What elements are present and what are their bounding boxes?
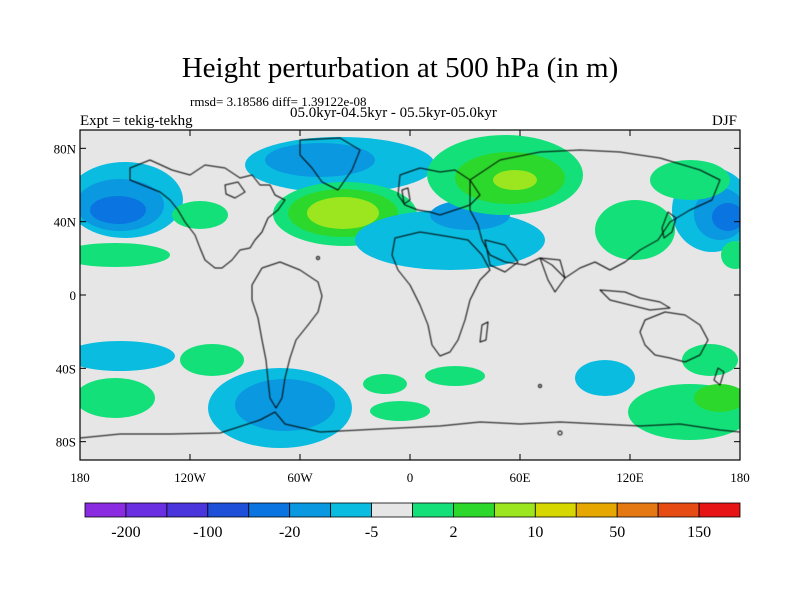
lon-tick-label: 180 [730,470,750,485]
coast-india [539,257,566,293]
coast-antarctica [80,411,740,439]
lon-tick-label: 0 [407,470,414,485]
colorbar-label: 150 [687,524,711,541]
lat-tick-label: 80N [54,141,77,156]
lat-tick-label: 0 [70,288,77,303]
lon-tick-label: 180 [70,470,90,485]
contour-region-npac-west [80,162,183,238]
lon-tick-label: 120E [616,470,644,485]
contour-region-date-line [721,241,740,269]
colorbar-label: 10 [527,524,543,541]
colorbar-swatch [616,502,659,518]
lon-tick-label: 120W [174,470,207,485]
coastlines [80,137,740,439]
coast-uk [401,187,411,205]
colorbar-swatch [248,502,291,518]
colorbar-swatch [698,502,741,518]
contour-region-s-africa [425,366,485,386]
colorbar-swatch [657,502,700,518]
coast-hudson-bay [224,181,246,199]
lat-tick-label: 80S [56,435,76,450]
contour-fill-layer [80,135,740,448]
plot-subtitle: 05.0kyr-04.5kyr - 05.5kyr-05.0kyr [290,105,497,121]
colorbar-swatch [493,502,536,518]
lat-tick-label: 40S [56,361,76,376]
lon-tick-label: 60E [510,470,531,485]
rmsd-stats: rmsd= 3.18586 diff= 1.39122e-08 [190,94,367,109]
colorbar-swatch [330,502,372,518]
contour-region-s-atlantic [363,374,407,394]
colorbar-swatch [84,502,127,518]
colorbar-label: -200 [111,524,140,541]
island-bahamas [316,256,320,260]
contour-region-arctic [245,137,435,193]
colorbar-swatch [207,502,250,518]
colorbar-label: -5 [365,524,378,541]
contour-region-s-ocean [370,401,430,421]
colorbar-swatch [125,502,168,518]
colorbar-swatch [289,502,332,518]
coast-japan [661,211,677,239]
contour-region-south-pacific [208,368,352,448]
season-label: DJF [712,113,738,129]
coast-madagascar [479,321,489,343]
contour-region-s-indian [575,360,635,396]
island-crozet [538,384,542,388]
longitude-axis: 180 120W 60W 0 60E 120E 180 [70,130,750,485]
contour-region-siberia-positive [427,135,583,215]
coast-australia [639,311,709,363]
contour-region-se-indian [628,384,740,440]
colorbar-label: -20 [279,524,300,541]
contour-region-sw-pacific [80,341,175,371]
coast-europe [397,167,481,216]
colorbar: -200 -100 -20 -5 2 10 50 150 [84,502,741,541]
colorbar-swatch [371,502,413,518]
contour-region-east-asia [595,160,730,260]
coast-indonesia [599,289,671,311]
coast-asia [469,149,721,279]
colorbar-swatch [412,502,454,518]
coast-africa [391,231,491,357]
contour-region-se-pacific [180,344,244,376]
island-kerguelen [557,430,563,436]
colorbar-swatch [534,502,577,518]
contour-region-subtrop-pac [80,243,170,267]
plot-title: Height perturbation at 500 hPa (in m) [181,52,619,84]
contour-region-nz-green [682,344,738,376]
colorbar-swatch [166,502,209,518]
colorbar-label: 50 [609,524,625,541]
experiment-label: Expt = tekig-tekhg [80,113,193,129]
coast-arabia [484,239,519,273]
lon-tick-label: 60W [287,470,313,485]
coast-greenland [299,137,361,191]
contour-region-npac-green [172,201,228,229]
lat-tick-label: 40N [54,215,77,230]
coast-north-america [129,159,286,269]
colorbar-label: -100 [193,524,222,541]
latitude-axis: 80N 40N 0 40S 80S [54,141,740,450]
colorbar-swatch [453,502,495,518]
colorbar-label: 2 [449,524,457,541]
coast-south-america [251,261,323,409]
coast-new-zealand [713,367,725,386]
colorbar-swatch [575,502,618,518]
contour-region-sw-pac-green [80,378,155,418]
